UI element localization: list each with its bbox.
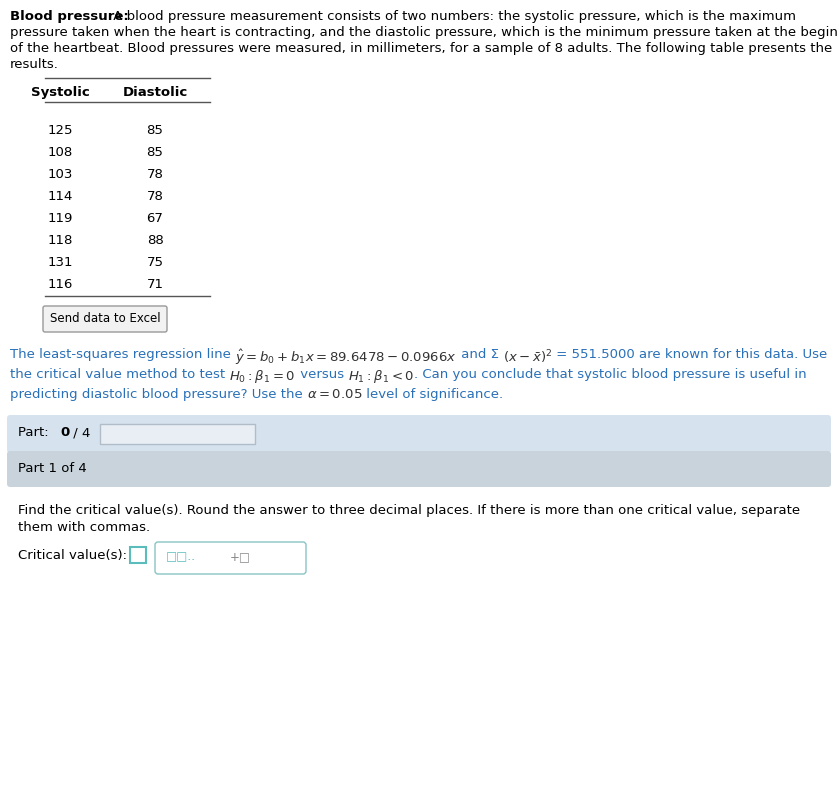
Text: 85: 85 xyxy=(147,146,163,159)
Text: 71: 71 xyxy=(147,278,163,291)
FancyBboxPatch shape xyxy=(7,415,831,453)
Text: . Can you conclude that systolic blood pressure is useful in: . Can you conclude that systolic blood p… xyxy=(414,368,807,381)
Text: results.: results. xyxy=(10,58,59,71)
Text: 125: 125 xyxy=(47,124,73,137)
Text: Diastolic: Diastolic xyxy=(122,86,188,99)
Text: Find the critical value(s). Round the answer to three decimal places. If there i: Find the critical value(s). Round the an… xyxy=(18,504,800,517)
Text: 67: 67 xyxy=(147,212,163,225)
Text: and Σ: and Σ xyxy=(457,348,503,361)
Text: $H_{1}:\beta_{1}<0$: $H_{1}:\beta_{1}<0$ xyxy=(348,368,414,385)
Text: of the heartbeat. Blood pressures were measured, in millimeters, for a sample of: of the heartbeat. Blood pressures were m… xyxy=(10,42,832,55)
Text: +□: +□ xyxy=(230,550,251,563)
Text: 118: 118 xyxy=(47,234,73,247)
Text: versus: versus xyxy=(296,368,348,381)
Text: $\alpha=0.05$: $\alpha=0.05$ xyxy=(307,388,363,401)
Text: / 4: / 4 xyxy=(69,426,91,439)
FancyBboxPatch shape xyxy=(130,547,146,563)
Text: $\hat{y}=b_{0}+b_{1}x=89.6478-0.0966x$: $\hat{y}=b_{0}+b_{1}x=89.6478-0.0966x$ xyxy=(235,348,457,367)
Text: Part 1 of 4: Part 1 of 4 xyxy=(18,462,87,475)
Text: 75: 75 xyxy=(147,256,163,269)
Text: 108: 108 xyxy=(48,146,73,159)
Text: $(x-\bar{x})^{2}$: $(x-\bar{x})^{2}$ xyxy=(503,348,552,365)
Text: 78: 78 xyxy=(147,168,163,181)
Text: 0: 0 xyxy=(60,426,70,439)
Text: Part:: Part: xyxy=(18,426,53,439)
Text: Critical value(s):: Critical value(s): xyxy=(18,549,127,562)
Text: 119: 119 xyxy=(47,212,73,225)
Text: = 551.5000 are known for this data. Use: = 551.5000 are known for this data. Use xyxy=(552,348,827,361)
Text: the critical value method to test: the critical value method to test xyxy=(10,368,230,381)
Text: pressure taken when the heart is contracting, and the diastolic pressure, which : pressure taken when the heart is contrac… xyxy=(10,26,838,39)
Text: Blood pressure:: Blood pressure: xyxy=(10,10,129,23)
Text: 88: 88 xyxy=(147,234,163,247)
Text: A blood pressure measurement consists of two numbers: the systolic pressure, whi: A blood pressure measurement consists of… xyxy=(109,10,796,23)
Text: Send data to Excel: Send data to Excel xyxy=(49,312,160,325)
Text: them with commas.: them with commas. xyxy=(18,521,150,534)
Text: predicting diastolic blood pressure? Use the: predicting diastolic blood pressure? Use… xyxy=(10,388,307,401)
Text: 103: 103 xyxy=(47,168,73,181)
Text: 116: 116 xyxy=(47,278,73,291)
Text: 85: 85 xyxy=(147,124,163,137)
FancyBboxPatch shape xyxy=(43,306,167,332)
FancyBboxPatch shape xyxy=(100,424,255,444)
Text: 114: 114 xyxy=(47,190,73,203)
Text: level of significance.: level of significance. xyxy=(363,388,504,401)
FancyBboxPatch shape xyxy=(155,542,306,574)
Text: Systolic: Systolic xyxy=(31,86,90,99)
Text: □□‥: □□‥ xyxy=(166,550,196,563)
Text: 78: 78 xyxy=(147,190,163,203)
Text: $H_{0}:\beta_{1}=0$: $H_{0}:\beta_{1}=0$ xyxy=(230,368,296,385)
FancyBboxPatch shape xyxy=(7,451,831,487)
FancyBboxPatch shape xyxy=(10,488,828,784)
Text: The least-squares regression line: The least-squares regression line xyxy=(10,348,235,361)
Text: 131: 131 xyxy=(47,256,73,269)
